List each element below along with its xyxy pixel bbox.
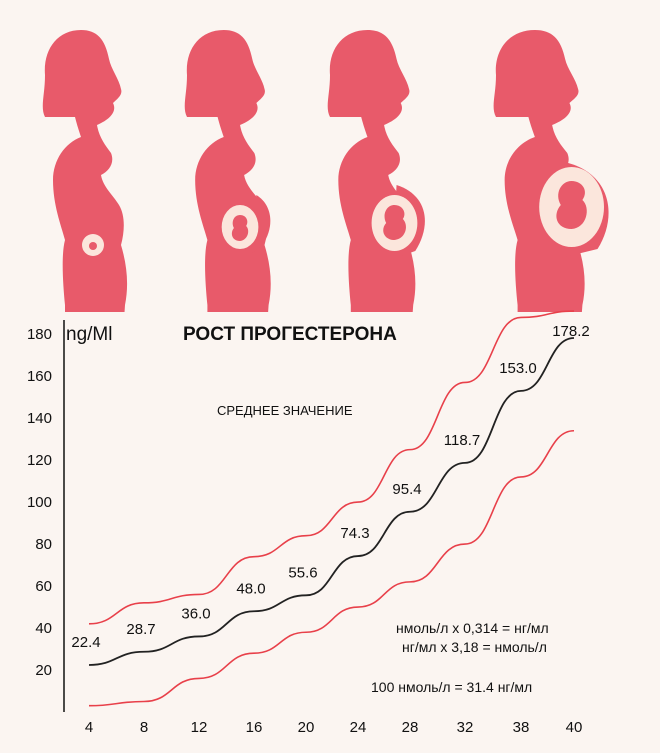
third-trimester-figure <box>327 30 425 312</box>
late-pregnancy-figure <box>493 30 609 312</box>
data-label: 36.0 <box>181 605 210 622</box>
x-tick-label: 4 <box>85 719 93 736</box>
conversion-note-3: 100 нмоль/л = 31.4 нг/мл <box>371 679 532 695</box>
data-label: 118.7 <box>444 432 480 449</box>
y-axis-unit: ng/Ml <box>66 324 112 345</box>
chart-title: РОСТ ПРОГЕСТЕРОНА <box>183 324 397 345</box>
conversion-note-1: нмоль/л х 0,314 = нг/мл <box>396 620 549 636</box>
data-label: 178.2 <box>552 323 590 340</box>
x-tick-label: 24 <box>350 719 367 736</box>
data-labels: 22.4 28.7 36.0 48.0 55.6 74.3 95.4 118.7 153.0 17… <box>71 323 589 651</box>
embryo-icon <box>89 242 97 250</box>
y-tick-label: 100 <box>27 494 52 511</box>
x-tick-label: 40 <box>566 719 583 736</box>
series-layer <box>88 310 575 707</box>
data-label: 74.3 <box>340 525 369 542</box>
fetus-icon <box>556 181 587 229</box>
y-tick-label: 120 <box>27 452 52 469</box>
y-tick-label: 180 <box>27 326 52 343</box>
data-label: 28.7 <box>126 621 155 638</box>
second-trimester-figure <box>184 30 271 312</box>
x-tick-label: 32 <box>457 719 474 736</box>
y-tick-label: 20 <box>35 662 52 679</box>
x-tick-label: 20 <box>298 719 315 736</box>
y-tick-label: 160 <box>27 368 52 385</box>
y-axis-ticks: 20 40 60 80 100 120 140 160 180 <box>27 326 52 679</box>
data-label: 55.6 <box>288 564 317 581</box>
x-axis-ticks: 4 8 12 16 20 24 28 32 38 40 <box>85 719 583 736</box>
x-tick-label: 16 <box>246 719 263 736</box>
mean-series-line <box>88 337 575 666</box>
conversion-note-2: нг/мл х 3,18 = нмоль/л <box>402 639 547 655</box>
y-tick-label: 40 <box>35 620 52 637</box>
x-tick-label: 8 <box>140 719 148 736</box>
upper-series-line <box>88 310 575 625</box>
y-tick-label: 140 <box>27 410 52 427</box>
lower-series-line <box>88 429 575 707</box>
y-tick-label: 80 <box>35 536 52 553</box>
x-tick-label: 38 <box>513 719 530 736</box>
data-label: 22.4 <box>71 634 100 651</box>
data-label: 48.0 <box>236 580 265 597</box>
pregnancy-illustration <box>42 30 609 312</box>
fetus-icon <box>383 205 406 240</box>
x-tick-label: 12 <box>191 719 208 736</box>
first-trimester-figure <box>42 30 128 312</box>
x-tick-label: 28 <box>402 719 419 736</box>
fetus-icon <box>231 215 249 241</box>
y-tick-label: 60 <box>35 578 52 595</box>
chart-subtitle: СРЕДНЕЕ ЗНАЧЕНИЕ <box>217 403 353 418</box>
data-label: 95.4 <box>392 481 421 498</box>
data-label: 153.0 <box>499 360 537 377</box>
